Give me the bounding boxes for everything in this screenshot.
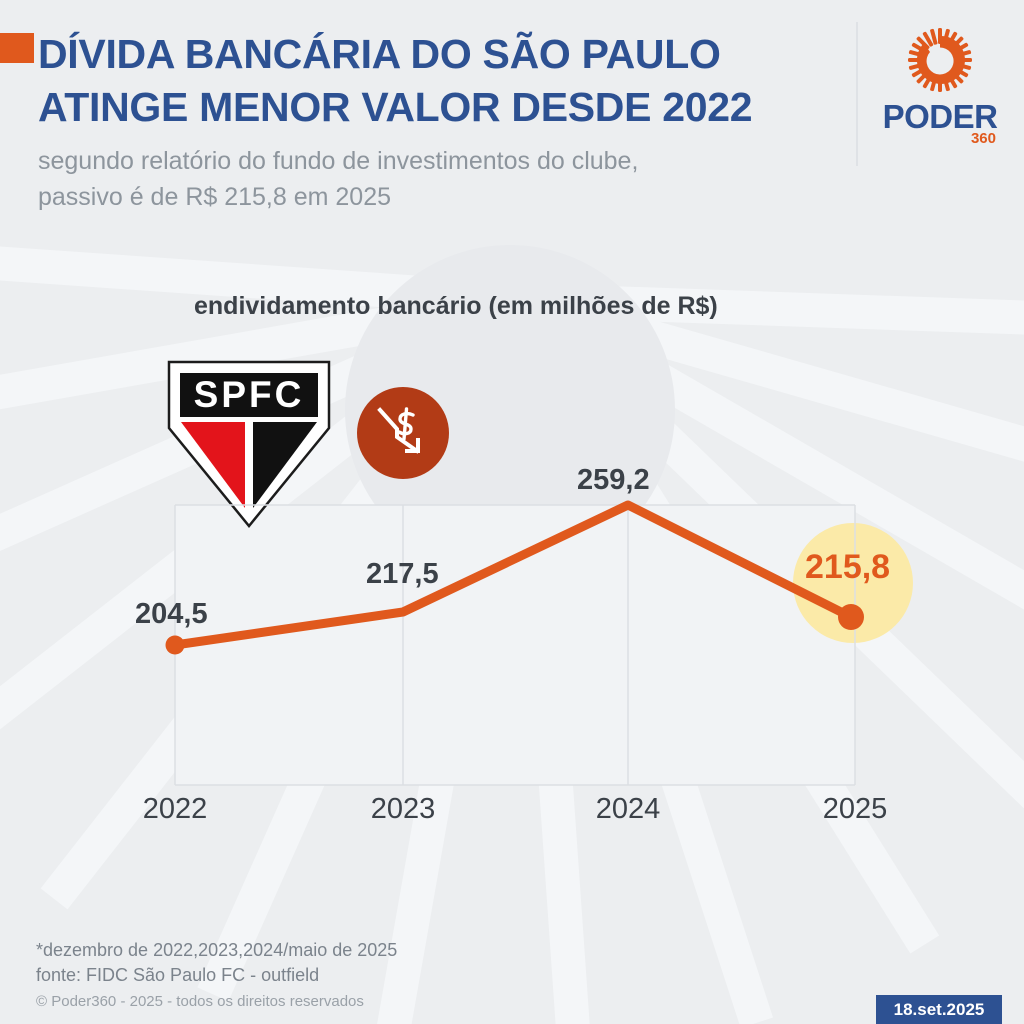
page-title-line-2: ATINGE MENOR VALOR DESDE 2022 <box>38 84 753 130</box>
value-label-2025: 215,8 <box>805 548 891 586</box>
spfc-crest-icon: SPFC <box>167 360 331 528</box>
date-badge: 18.set.2025 <box>876 995 1002 1024</box>
page-subtitle-line-2: passivo é de R$ 215,8 em 2025 <box>38 183 392 211</box>
sunburst-icon <box>908 28 972 92</box>
poder360-logo: PODER 360 <box>872 26 1008 154</box>
copyright-text: © Poder360 - 2025 - todos os direitos re… <box>36 993 364 1010</box>
accent-square <box>0 33 34 63</box>
logo-wordmark: PODER <box>882 98 998 135</box>
value-label-2023: 217,5 <box>366 558 439 590</box>
chart-title: endividamento bancário (em milhões de R$… <box>194 292 718 320</box>
page-subtitle: segundo relatório do fundo de investimen… <box>38 143 828 215</box>
dollar-down-icon <box>357 387 449 479</box>
data-point-2025 <box>838 604 864 630</box>
gridlines <box>174 504 856 786</box>
x-tick-2023: 2023 <box>370 793 436 825</box>
page-title: DÍVIDA BANCÁRIA DO SÃO PAULO ATINGE MENO… <box>38 28 828 134</box>
x-tick-2024: 2024 <box>595 793 661 825</box>
page-subtitle-line-1: segundo relatório do fundo de investimen… <box>38 147 639 175</box>
value-label-2022: 204,5 <box>135 598 208 630</box>
x-tick-2025: 2025 <box>822 793 888 825</box>
footer-notes: *dezembro de 2022,2023,2024/maio de 2025… <box>36 938 397 988</box>
footer-note-period: *dezembro de 2022,2023,2024/maio de 2025 <box>36 940 398 960</box>
svg-text:SPFC: SPFC <box>194 374 305 415</box>
header-divider <box>856 22 858 166</box>
data-point-2022 <box>165 635 185 655</box>
footer-note-source: fonte: FIDC São Paulo FC - outfield <box>36 965 320 985</box>
logo-suffix: 360 <box>970 130 996 147</box>
data-line <box>170 500 856 650</box>
x-tick-2022: 2022 <box>142 793 208 825</box>
value-label-2024: 259,2 <box>577 464 650 496</box>
page-title-line-1: DÍVIDA BANCÁRIA DO SÃO PAULO <box>38 31 721 77</box>
